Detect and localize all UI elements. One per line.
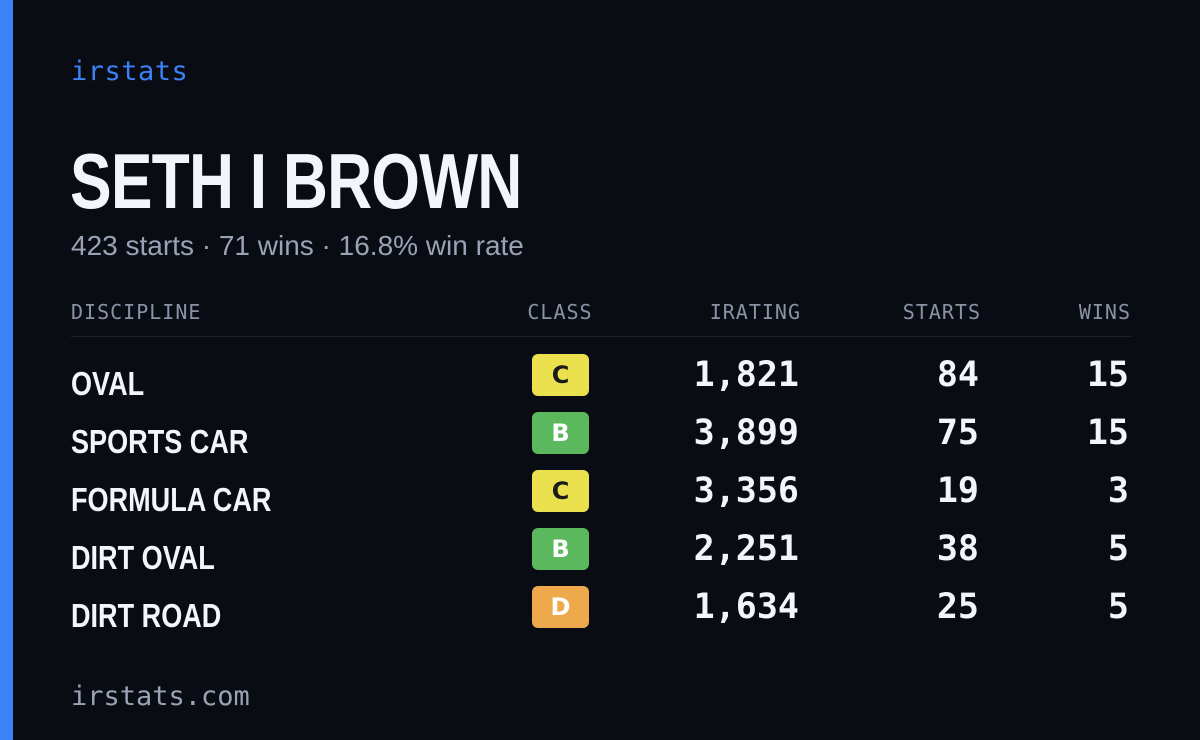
class-badge: C [532, 354, 589, 396]
starts-value: 75 [936, 413, 979, 453]
discipline-name: DIRT OVAL [71, 539, 215, 576]
accent-bar [0, 0, 13, 740]
table-row: OVAL C 1,821 84 15 [71, 353, 1131, 411]
starts-value: 25 [936, 587, 979, 627]
wins-value: 15 [1086, 413, 1129, 453]
brand-logo: irstats [71, 56, 189, 87]
class-badge: D [532, 586, 589, 628]
header-starts: STARTS [902, 300, 981, 324]
table-header: DISCIPLINE CLASS IRATING STARTS WINS [71, 300, 1131, 337]
irating-value: 3,356 [693, 471, 799, 511]
wins-value: 5 [1107, 529, 1129, 569]
class-badge: C [532, 470, 589, 512]
starts-value: 84 [936, 355, 979, 395]
irating-value: 2,251 [693, 529, 799, 569]
footer-url: irstats.com [71, 681, 250, 712]
discipline-name: SPORTS CAR [71, 423, 249, 460]
header-class-label: CLASS [527, 300, 593, 324]
discipline-name: FORMULA CAR [71, 481, 272, 518]
starts-value: 38 [936, 529, 979, 569]
irating-value: 3,899 [693, 413, 799, 453]
class-badge: B [532, 412, 589, 454]
driver-name: SETH I BROWN [70, 137, 522, 225]
driver-summary: 423 starts · 71 wins · 16.8% win rate [71, 230, 524, 261]
discipline-name: DIRT ROAD [71, 597, 222, 634]
table-row: SPORTS CAR B 3,899 75 15 [71, 411, 1131, 469]
irating-value: 1,634 [693, 587, 799, 627]
class-badge: B [532, 528, 589, 570]
wins-value: 3 [1107, 471, 1129, 511]
table-row: DIRT ROAD D 1,634 25 5 [71, 585, 1131, 643]
table-body: OVAL C 1,821 84 15 SPORTS CAR B 3,899 75… [71, 353, 1131, 643]
table-row: FORMULA CAR C 3,356 19 3 [71, 469, 1131, 527]
discipline-name: OVAL [71, 365, 145, 402]
irating-value: 1,821 [693, 355, 799, 395]
header-irating: IRATING [709, 300, 801, 324]
wins-value: 5 [1107, 587, 1129, 627]
wins-value: 15 [1086, 355, 1129, 395]
table-row: DIRT OVAL B 2,251 38 5 [71, 527, 1131, 585]
starts-value: 19 [936, 471, 979, 511]
header-wins: WINS [1078, 300, 1131, 324]
header-discipline: DISCIPLINE [71, 300, 202, 324]
stats-table: DISCIPLINE CLASS IRATING STARTS WINS OVA… [71, 300, 1131, 643]
